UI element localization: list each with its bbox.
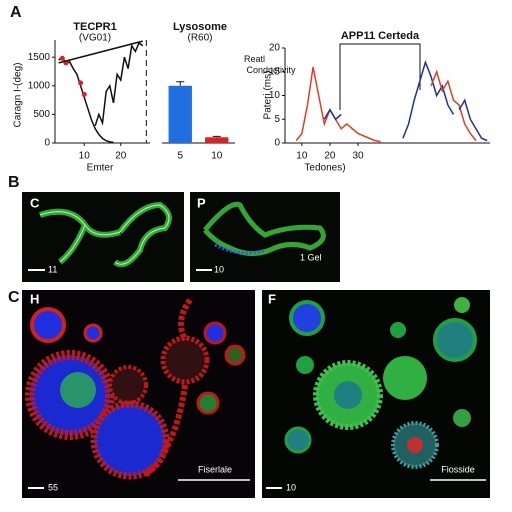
caption: Fiserlale: [198, 464, 232, 474]
chart-title: TECPR1: [73, 21, 116, 33]
data-line: [402, 59, 455, 139]
y-tick-label: 1500: [28, 52, 51, 63]
data-line: [430, 69, 477, 142]
scale-label: 11: [48, 264, 57, 274]
x-tick-label: 10: [79, 151, 91, 162]
y-tick-label: 500: [33, 109, 50, 120]
image-label: F: [268, 291, 276, 306]
chart-subtitle: (R60): [187, 33, 212, 44]
y-tick-label: 20: [269, 43, 281, 54]
x-tick-label: 20: [324, 151, 336, 162]
error-bar: [212, 135, 221, 138]
data-point: [78, 80, 84, 86]
x-tick-label: 30: [352, 151, 364, 162]
bar: [168, 85, 192, 143]
y-axis-label: Caragn I-(deg): [13, 62, 24, 127]
x-tick-label: 20: [115, 151, 127, 162]
chart-subtitle: (VG01): [79, 33, 111, 44]
panel-label: C: [8, 289, 20, 306]
caption: Fiosside: [441, 464, 475, 474]
micrograph: H 55 Fiserlale: [22, 290, 255, 498]
x-tick-label: 5: [177, 151, 183, 162]
panel-label: A: [10, 4, 22, 21]
chart-title: Lysosome: [173, 21, 227, 33]
data-line: [94, 41, 144, 127]
scale-label: 10: [214, 264, 224, 274]
y-tick-label: 5: [274, 114, 280, 125]
y-axis-label: Pateri (ms): [263, 71, 274, 120]
scale-label: 55: [48, 482, 58, 492]
data-line: [295, 66, 381, 143]
micrograph: C 11: [22, 192, 184, 282]
panel-label: B: [8, 174, 20, 191]
image-label: C: [30, 195, 40, 210]
y-tick-label: 1000: [28, 80, 51, 91]
scale-label: 10: [286, 482, 296, 492]
note: 1 Gel: [300, 252, 322, 262]
y-tick-label: 10: [269, 90, 281, 101]
data-line: [58, 40, 143, 64]
chart-title: APP11 Certeda: [341, 30, 420, 42]
bar: [205, 137, 229, 143]
x-tick-label: 10: [211, 151, 223, 162]
data-line: [458, 98, 488, 142]
micrograph: P 10 1 Gel: [190, 192, 340, 282]
x-axis-label: Emter: [87, 163, 114, 174]
x-tick-label: 10: [296, 151, 308, 162]
error-bar: [176, 81, 185, 86]
data-line: [323, 108, 342, 121]
image-label: H: [30, 291, 39, 306]
y-tick-label: 0: [274, 138, 280, 149]
data-point: [59, 55, 65, 61]
x-axis-label: Tedones): [304, 163, 345, 174]
data-point: [81, 91, 87, 97]
micrograph: F 10 Fiosside: [262, 290, 490, 498]
image-label: P: [197, 195, 206, 210]
y-tick-label: 15: [269, 66, 281, 77]
legend-entry: Reatl Conductivity: [244, 54, 296, 75]
y-tick-label: 0: [44, 138, 50, 149]
